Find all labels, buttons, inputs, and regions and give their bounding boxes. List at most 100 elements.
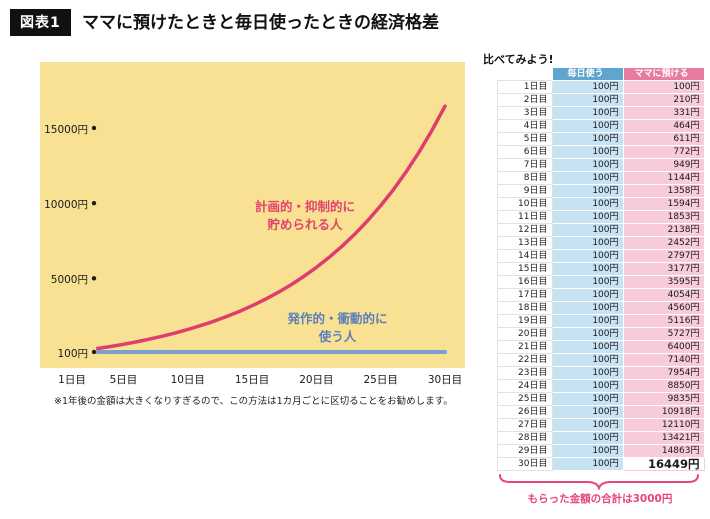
table-row: 4日目 100円 464円 bbox=[497, 119, 705, 133]
table-row: 21日目 100円 6400円 bbox=[497, 340, 705, 354]
x-axis-label: 10日目 bbox=[170, 374, 205, 386]
day-cell: 9日目 bbox=[497, 184, 553, 198]
annotation-saver: 計画的・抑制的に 貯められる人 bbox=[254, 199, 355, 232]
mama-cell: 1594円 bbox=[622, 197, 705, 211]
table-row: 26日目 100円 10918円 bbox=[497, 405, 705, 419]
daily-cell: 100円 bbox=[551, 314, 624, 328]
x-axis-label: 30日目 bbox=[427, 374, 463, 386]
daily-cell: 100円 bbox=[551, 93, 624, 107]
table-row: 14日目 100円 2797円 bbox=[497, 249, 705, 263]
day-cell: 3日目 bbox=[497, 106, 553, 120]
day-cell: 2日目 bbox=[497, 93, 553, 107]
daily-cell: 100円 bbox=[551, 80, 624, 94]
table-row: 6日目 100円 772円 bbox=[497, 145, 705, 159]
x-axis-label: 25日目 bbox=[363, 374, 398, 386]
mama-cell: 1144円 bbox=[622, 171, 705, 185]
daily-cell: 100円 bbox=[551, 210, 624, 224]
day-cell: 16日目 bbox=[497, 275, 553, 289]
day-cell: 14日目 bbox=[497, 249, 553, 263]
table-footer-note: もらった金額の合計は3000円 bbox=[527, 493, 673, 505]
table-row: 24日目 100円 8850円 bbox=[497, 379, 705, 393]
table-row: 28日目 100円 13421円 bbox=[497, 431, 705, 445]
mama-cell: 8850円 bbox=[622, 379, 705, 393]
day-cell: 22日目 bbox=[497, 353, 553, 367]
day-cell: 6日目 bbox=[497, 145, 553, 159]
day-cell: 23日目 bbox=[497, 366, 553, 380]
daily-cell: 100円 bbox=[551, 158, 624, 172]
daily-cell: 100円 bbox=[551, 392, 624, 406]
mama-cell: 4054円 bbox=[622, 288, 705, 302]
y-axis-label: 5000円 bbox=[50, 273, 88, 286]
daily-cell: 100円 bbox=[551, 444, 624, 458]
table-row: 20日目 100円 5727円 bbox=[497, 327, 705, 341]
x-axis-label: 1日目 bbox=[58, 374, 86, 386]
day-cell: 18日目 bbox=[497, 301, 553, 315]
mama-cell: 7140円 bbox=[622, 353, 705, 367]
day-cell: 24日目 bbox=[497, 379, 553, 393]
chart-plot-area: 15000円 10000円 5000円 100円 計画的・抑制的に 貯められる人 発作… bbox=[40, 62, 465, 368]
mama-cell: 100円 bbox=[622, 80, 705, 94]
mama-cell: 2452円 bbox=[622, 236, 705, 250]
chart-svg bbox=[91, 104, 447, 355]
column-header-daily: 毎日使う bbox=[551, 67, 624, 81]
daily-cell: 100円 bbox=[551, 431, 624, 445]
table-row: 17日目 100円 4054円 bbox=[497, 288, 705, 302]
table-row: 12日目 100円 2138円 bbox=[497, 223, 705, 237]
y-axis-label: 15000円 bbox=[44, 123, 88, 136]
day-cell: 25日目 bbox=[497, 392, 553, 406]
daily-cell: 100円 bbox=[551, 340, 624, 354]
daily-cell: 100円 bbox=[551, 418, 624, 432]
mama-cell: 10918円 bbox=[622, 405, 705, 419]
day-cell: 5日目 bbox=[497, 132, 553, 146]
day-cell: 21日目 bbox=[497, 340, 553, 354]
daily-cell: 100円 bbox=[551, 106, 624, 120]
table-row: 2日目 100円 210円 bbox=[497, 93, 705, 107]
day-cell: 4日目 bbox=[497, 119, 553, 133]
day-cell: 11日目 bbox=[497, 210, 553, 224]
daily-cell: 100円 bbox=[551, 249, 624, 263]
y-axis-label: 10000円 bbox=[44, 198, 88, 211]
comparison-table: 毎日使う ママに預ける 1日目 100円 100円 2日目 100円 210円 3日目 100円 3… bbox=[497, 67, 705, 471]
table-row: 18日目 100円 4560円 bbox=[497, 301, 705, 315]
mama-cell: 4560円 bbox=[622, 301, 705, 315]
day-cell: 19日目 bbox=[497, 314, 553, 328]
table-row: 15日目 100円 3177円 bbox=[497, 262, 705, 276]
mama-cell: 6400円 bbox=[622, 340, 705, 354]
mama-cell: 9835円 bbox=[622, 392, 705, 406]
table-row: 19日目 100円 5116円 bbox=[497, 314, 705, 328]
day-cell: 26日目 bbox=[497, 405, 553, 419]
table-title: 比べてみよう! bbox=[483, 53, 554, 66]
day-cell: 8日目 bbox=[497, 171, 553, 185]
mama-cell: 331円 bbox=[622, 106, 705, 120]
x-axis-label: 15日目 bbox=[234, 374, 270, 386]
daily-cell: 100円 bbox=[551, 119, 624, 133]
day-cell: 1日目 bbox=[497, 80, 553, 94]
daily-cell: 100円 bbox=[551, 405, 624, 419]
table-row: 11日目 100円 1853円 bbox=[497, 210, 705, 224]
mama-cell: 772円 bbox=[622, 145, 705, 159]
mama-cell: 3177円 bbox=[622, 262, 705, 276]
mama-cell: 16449円 bbox=[622, 457, 705, 471]
table-row: 16日目 100円 3595円 bbox=[497, 275, 705, 289]
day-cell: 10日目 bbox=[497, 197, 553, 211]
table-row: 9日目 100円 1358円 bbox=[497, 184, 705, 198]
daily-cell: 100円 bbox=[551, 145, 624, 159]
table-row: 5日目 100円 611円 bbox=[497, 132, 705, 146]
mama-cell: 3595円 bbox=[622, 275, 705, 289]
daily-cell: 100円 bbox=[551, 457, 624, 471]
daily-cell: 100円 bbox=[551, 288, 624, 302]
day-cell: 30日目 bbox=[497, 457, 553, 471]
table-header-row: 毎日使う ママに預ける bbox=[497, 67, 705, 81]
brace-icon bbox=[499, 474, 699, 490]
daily-cell: 100円 bbox=[551, 327, 624, 341]
mama-cell: 2138円 bbox=[622, 223, 705, 237]
mama-cell: 464円 bbox=[622, 119, 705, 133]
daily-cell: 100円 bbox=[551, 236, 624, 250]
chart-note: ※1年後の金額は大きくなりすぎるので、この方法は1カ月ごとに区切ることをお勧めし… bbox=[54, 396, 453, 407]
table-row: 13日目 100円 2452円 bbox=[497, 236, 705, 250]
daily-cell: 100円 bbox=[551, 301, 624, 315]
table-row: 29日目 100円 14863円 bbox=[497, 444, 705, 458]
day-cell: 12日目 bbox=[497, 223, 553, 237]
daily-cell: 100円 bbox=[551, 353, 624, 367]
day-column-header bbox=[497, 67, 552, 81]
